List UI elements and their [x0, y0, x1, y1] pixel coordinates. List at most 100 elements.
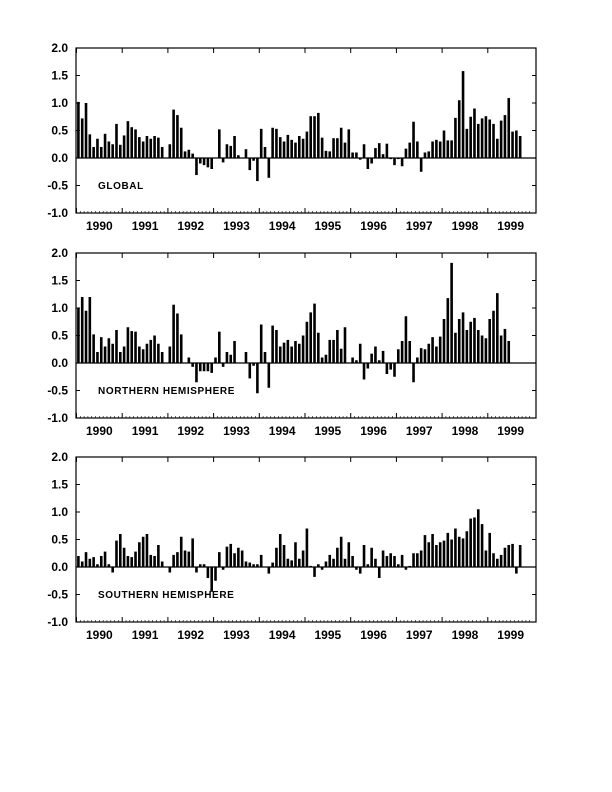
bar: [187, 357, 191, 363]
bar: [134, 129, 137, 158]
bar: [461, 312, 465, 363]
bar: [400, 341, 404, 363]
bar: [507, 98, 511, 158]
y-tick-label: 1.0: [51, 301, 68, 315]
bar: [381, 550, 385, 567]
bar: [317, 332, 320, 363]
bar: [351, 556, 354, 567]
panel-label: SOUTHERN HEMISPHERE: [98, 590, 234, 601]
bar: [80, 297, 84, 363]
x-tick-label: 1993: [223, 219, 250, 233]
bar: [263, 352, 267, 363]
bar: [381, 350, 385, 363]
bar: [267, 363, 271, 388]
bar: [183, 151, 187, 158]
bar: [290, 139, 293, 158]
bar: [77, 556, 80, 567]
bar: [301, 550, 305, 567]
y-tick-label: 1.0: [51, 505, 68, 519]
bar: [488, 532, 492, 567]
bar: [294, 341, 297, 363]
bar: [305, 528, 309, 567]
x-tick-label: 1992: [177, 424, 204, 438]
bar: [168, 144, 172, 158]
bar: [294, 542, 297, 567]
bar: [492, 553, 495, 567]
bar: [248, 562, 252, 567]
bar: [271, 127, 274, 158]
bar: [118, 352, 122, 363]
bar: [412, 121, 415, 158]
bar: [233, 136, 236, 158]
bar: [465, 330, 469, 363]
bar: [206, 158, 210, 168]
bar: [202, 158, 206, 166]
panel-label: NORTHERN HEMISPHERE: [98, 386, 235, 397]
bar: [503, 115, 507, 158]
x-tick-label: 1993: [223, 628, 250, 642]
bar: [153, 335, 156, 363]
bar: [313, 303, 316, 363]
bar: [96, 138, 99, 158]
bar: [99, 556, 103, 567]
bar: [84, 310, 88, 363]
bar: [278, 137, 282, 158]
bar: [370, 353, 373, 363]
bar: [370, 158, 373, 164]
bar: [465, 128, 469, 158]
bar: [355, 567, 358, 570]
bar: [450, 539, 453, 567]
bar: [88, 558, 92, 567]
bar: [438, 141, 442, 158]
bar: [507, 341, 511, 363]
bar: [457, 536, 461, 567]
bar: [343, 142, 347, 158]
bar: [457, 319, 461, 363]
bar: [99, 147, 103, 158]
bar: [218, 331, 221, 363]
bar: [263, 147, 267, 158]
bar: [476, 123, 480, 158]
bar: [160, 147, 164, 158]
bar: [259, 324, 263, 363]
bar: [256, 363, 259, 394]
bar: [480, 524, 484, 567]
bar: [385, 556, 389, 567]
bar: [339, 536, 343, 567]
y-tick-label: -1.0: [47, 411, 68, 425]
bar: [301, 138, 305, 158]
bar: [496, 293, 499, 363]
bar: [442, 130, 446, 158]
bar: [484, 116, 488, 158]
x-tick-label: 1996: [360, 424, 387, 438]
x-tick-label: 1991: [132, 628, 159, 642]
bar: [416, 553, 419, 567]
panel-label: GLOBAL: [98, 181, 144, 192]
bar: [237, 547, 240, 567]
bar: [195, 158, 198, 176]
bar: [103, 133, 107, 158]
bar: [385, 143, 389, 158]
bar: [435, 545, 438, 567]
x-tick-label: 1994: [269, 219, 296, 233]
bar: [122, 547, 126, 567]
bar: [198, 158, 202, 164]
bar: [431, 337, 434, 363]
bar: [412, 363, 415, 383]
bar: [244, 149, 248, 158]
bar: [511, 543, 514, 567]
bar: [309, 565, 313, 567]
y-tick-label: 0.5: [51, 533, 68, 547]
bar: [134, 331, 137, 363]
bar: [389, 363, 392, 370]
bar: [313, 116, 316, 158]
bar: [115, 540, 118, 567]
y-tick-label: 2.0: [51, 41, 68, 55]
y-tick-label: -0.5: [47, 384, 68, 398]
bar: [80, 118, 84, 158]
bar: [400, 158, 404, 167]
y-tick-label: 0.0: [51, 560, 68, 574]
bar: [377, 360, 381, 363]
bar: [115, 330, 118, 363]
bar: [511, 131, 514, 158]
